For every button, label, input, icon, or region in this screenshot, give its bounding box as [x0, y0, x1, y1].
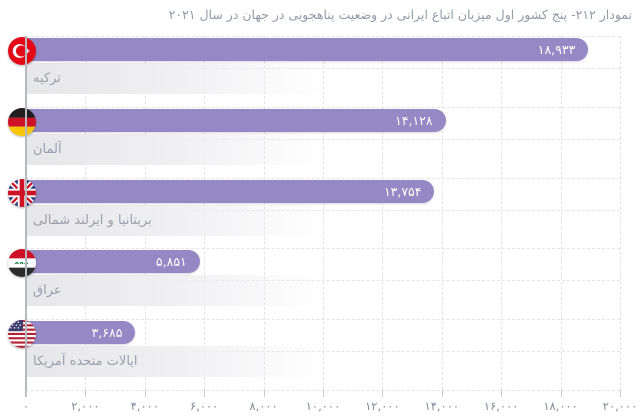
x-tick-label: ۱۴,۰۰۰	[424, 399, 460, 413]
category-shadow-band	[27, 204, 327, 236]
vertical-gridline	[501, 36, 503, 390]
x-tick-label: ۸,۰۰۰	[249, 399, 278, 413]
germany-flag-icon	[8, 107, 36, 136]
bar-row: آلمان ۱۴,۱۲۸	[8, 107, 620, 178]
bar-value-label: ۱۳,۷۵۴	[383, 183, 422, 199]
x-tick-mark	[263, 390, 265, 397]
x-tick-label: ۴,۰۰۰	[130, 399, 159, 413]
iraq-flag-icon	[8, 249, 36, 278]
x-tick-mark	[204, 390, 206, 397]
plot-area: ترکیه ۱۸,۹۳۳ آلمان ۱۴,۱۲۸ بریتانیا و ایرلند …	[8, 36, 621, 391]
vertical-gridline	[620, 36, 621, 390]
x-tick-mark	[441, 390, 443, 397]
usa-flag-icon	[8, 320, 36, 349]
x-tick-label: ۱۸,۰۰۰	[543, 399, 578, 413]
category-shadow-band	[27, 63, 327, 94]
uk-flag-icon	[8, 178, 36, 207]
bar-row: ایالات متحده آمریکا ۳,۶۸۵	[8, 319, 620, 390]
bar: ۱۸,۹۳۳	[8, 37, 589, 65]
x-tick-mark	[26, 390, 27, 397]
vertical-gridline	[382, 36, 384, 390]
horizontal-gridline	[26, 106, 620, 108]
x-tick-label: ۶,۰۰۰	[190, 399, 219, 413]
bar-row: عراق ۵,۸۵۱	[8, 248, 620, 319]
category-shadow-band	[27, 133, 327, 165]
bar-row: بریتانیا و ایرلند شمالی ۱۳,۷۵۴	[8, 178, 620, 249]
category-shadow-band	[27, 346, 327, 378]
x-tick-label: ۲,۰۰۰	[71, 399, 100, 413]
turkey-flag-icon	[8, 37, 36, 65]
vertical-gridline	[560, 36, 562, 390]
vertical-gridline	[441, 36, 443, 390]
category-label: آلمان	[33, 141, 62, 157]
category-shadow-band	[27, 275, 327, 307]
category-label: ایالات متحده آمریکا	[33, 354, 138, 370]
category-label: بریتانیا و ایرلند شمالی	[33, 212, 152, 228]
category-label: عراق	[33, 283, 62, 299]
x-tick-mark	[85, 390, 87, 397]
x-tick-label: ۲۰,۰۰۰	[602, 399, 638, 413]
x-tick-mark	[560, 390, 562, 397]
bar: ۵,۸۵۱	[8, 249, 200, 278]
x-axis: ۰ ۲,۰۰۰ ۴,۰۰۰ ۶,۰۰۰ ۸,۰۰۰ ۱۰,۰۰۰ ۱۲,۰۰۰ ۱۴,۰۰۰ ۱…	[0, 399, 642, 419]
bar: ۳,۶۸۵	[8, 320, 136, 349]
category-label: ترکیه	[33, 71, 61, 86]
bar: ۱۳,۷۵۴	[8, 178, 435, 207]
bar-value-label: ۳,۶۸۵	[91, 325, 123, 341]
chart-title: نمودار ۲۱۲- پنج کشور اول میزبان اتباع ای…	[168, 7, 632, 22]
x-tick-label: ۱۰,۰۰۰	[305, 399, 341, 413]
horizontal-gridline	[26, 177, 620, 179]
bar-row: ترکیه ۱۸,۹۳۳	[8, 36, 620, 107]
bar-value-label: ۵,۸۵۱	[155, 254, 187, 270]
bar-value-label: ۱۸,۹۳۳	[537, 42, 576, 57]
horizontal-gridline	[26, 248, 620, 250]
bar-value-label: ۱۴,۱۲۸	[395, 112, 433, 128]
x-tick-label: ۱۶,۰۰۰	[483, 399, 519, 413]
x-tick-mark	[620, 390, 621, 397]
x-tick-mark	[501, 390, 503, 397]
x-tick-label: ۱۲,۰۰۰	[365, 399, 400, 413]
x-tick-mark	[144, 390, 146, 397]
horizontal-gridline	[26, 319, 620, 321]
x-tick-label: ۰	[22, 399, 30, 413]
x-tick-mark	[323, 390, 324, 397]
horizontal-gridline	[26, 36, 620, 37]
bar: ۱۴,۱۲۸	[8, 107, 446, 136]
x-tick-mark	[382, 390, 384, 397]
y-axis-line	[25, 36, 27, 397]
